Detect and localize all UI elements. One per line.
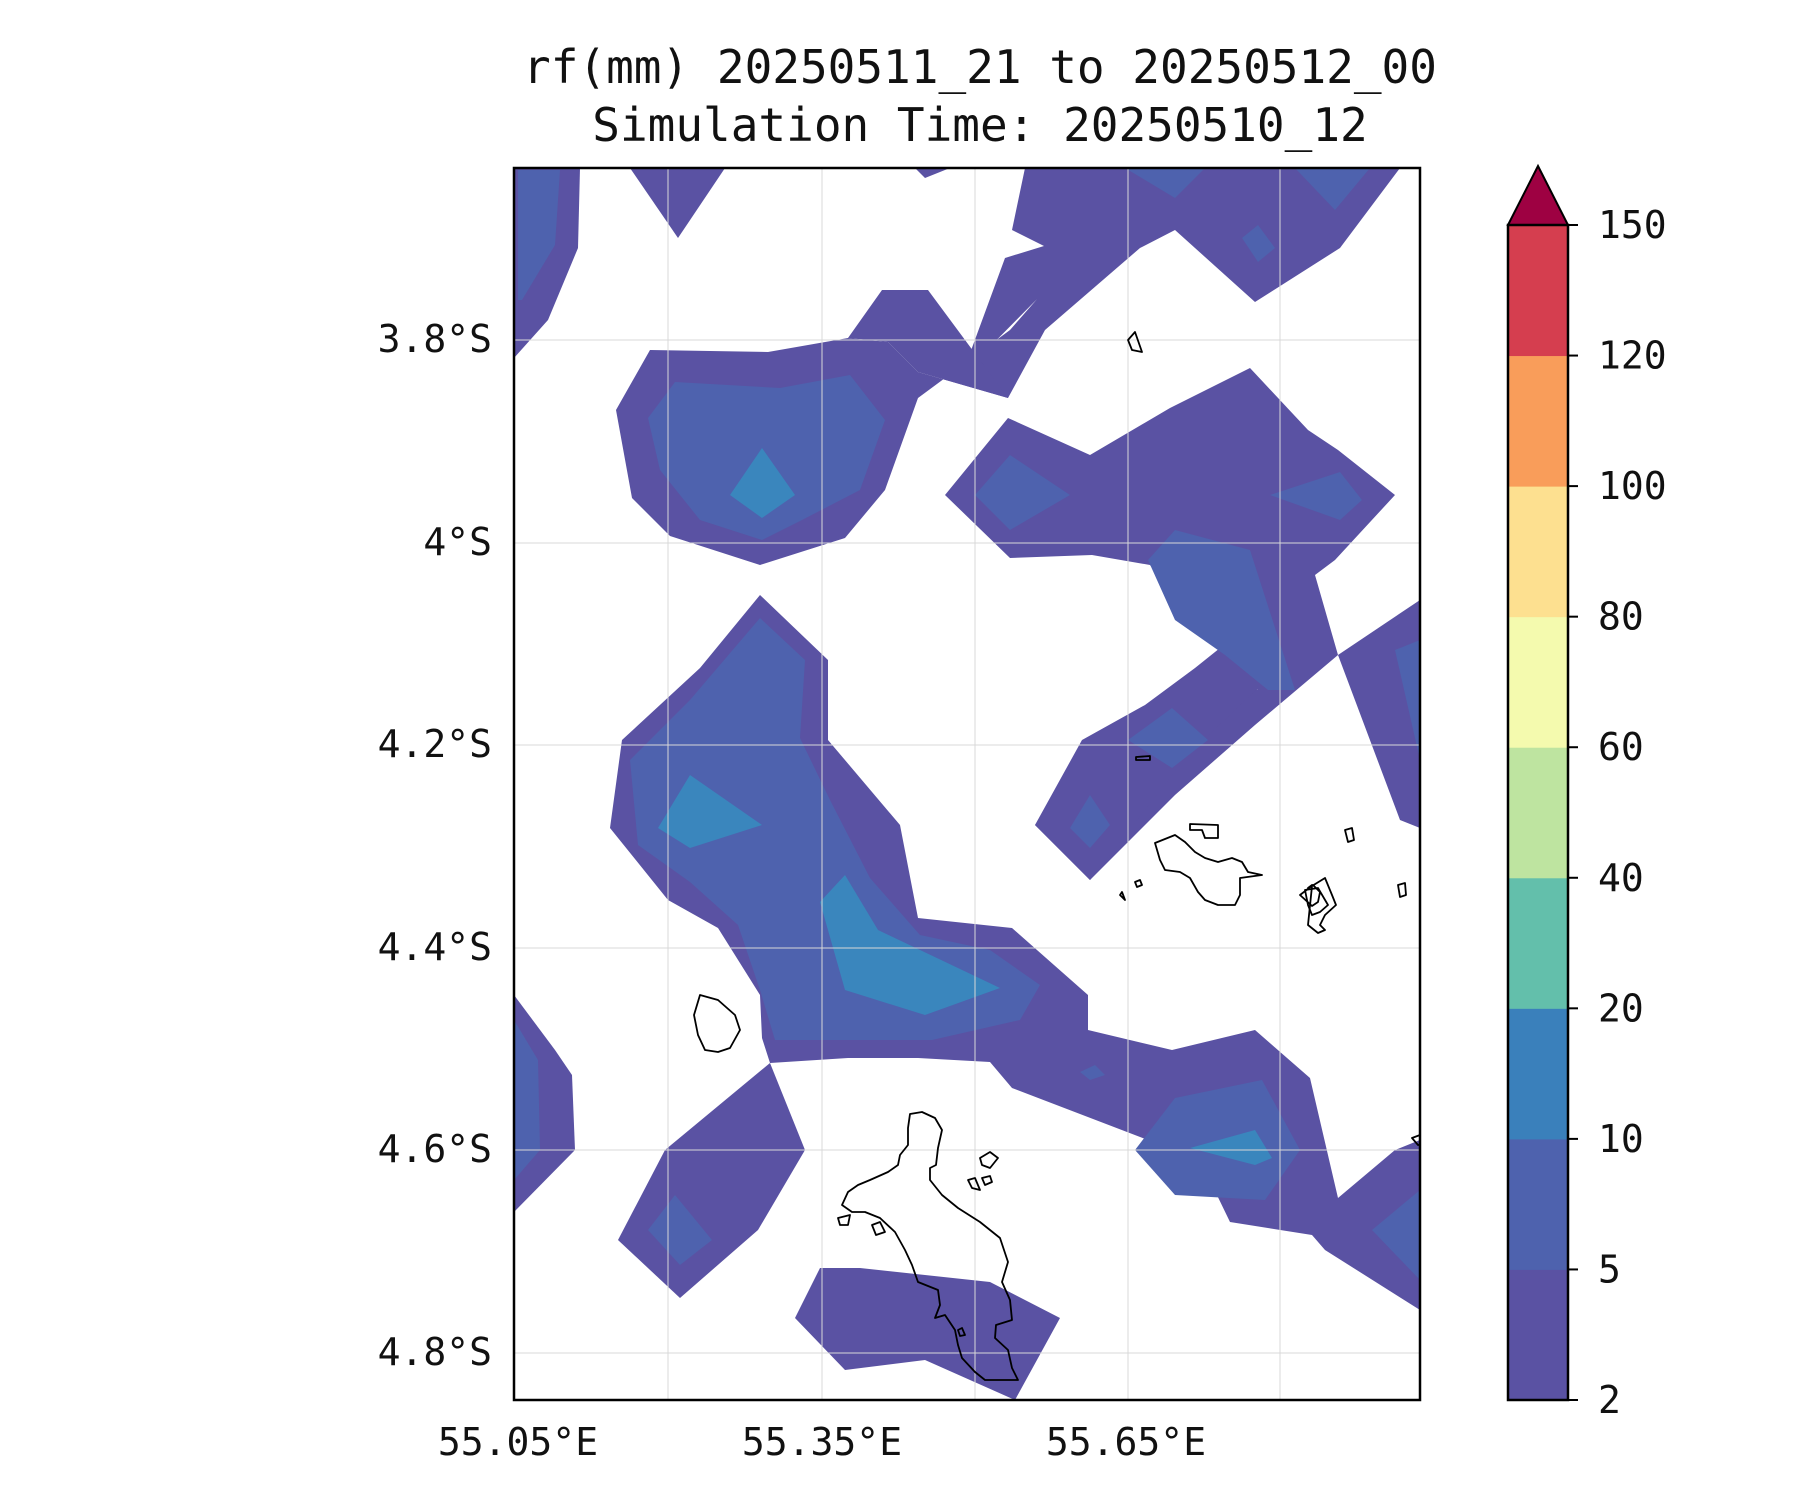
islet-curieuse (1134, 879, 1143, 888)
contour-west-core (658, 775, 762, 848)
colorbar-band (1508, 486, 1568, 618)
rainfall-contours (514, 168, 1420, 1400)
lon-tick-label: 55.05°E (438, 1420, 598, 1464)
contour-level-5-10 (514, 168, 1420, 1280)
colorbar-ticks: 2 5 10 20 40 60 80 100 120 150 (1568, 203, 1667, 1422)
colorbar-tick-label: 20 (1598, 986, 1644, 1030)
island-mahe (841, 1111, 1019, 1381)
contour-top-notch (630, 168, 725, 238)
contour-level-10-20 (658, 448, 1272, 1165)
contour-east-edge-inner (1395, 640, 1420, 760)
map-frame (512, 166, 1422, 1402)
islet-east-tiny (1135, 755, 1151, 761)
title-line-1: rf(mm) 20250511_21 to 20250512_00 (523, 40, 1437, 94)
grid-lines (514, 168, 1420, 1400)
contour-east-small-inner (1128, 708, 1208, 768)
islet-tiny-w (1119, 891, 1126, 901)
contour-ne-spot (1242, 225, 1275, 262)
colorbar-tick-label: 150 (1598, 203, 1667, 247)
island-silhouette (693, 994, 741, 1053)
lat-tick-label: 4.2°S (378, 722, 492, 766)
island-la-digue-south (1307, 877, 1337, 934)
islet-south-mahe (957, 1327, 966, 1337)
lat-tick-label: 4.6°S (378, 1127, 492, 1171)
colorbar-band (1508, 616, 1568, 748)
colorbar-frame (1506, 223, 1570, 1402)
contour-central-inner (630, 618, 1040, 1040)
islet-cerf-2 (981, 1175, 993, 1186)
colorbar-tick-label: 100 (1598, 464, 1667, 508)
contour-sw-inner (648, 1195, 712, 1265)
contour-top-small (915, 168, 950, 178)
contour-nw-inner (518, 170, 560, 300)
contour-west-edge-inner (514, 1020, 540, 1180)
lat-tick-label: 4.4°S (378, 925, 492, 969)
contour-east-far-inner (1372, 1190, 1420, 1280)
islet-conception (871, 1221, 886, 1236)
islet-marianne (1397, 882, 1407, 898)
longitude-tick-labels: 55.05°E 55.35°E 55.65°E (438, 1420, 1206, 1464)
colorbar-tick-label: 5 (1598, 1247, 1621, 1291)
islet-felicite (1344, 827, 1355, 843)
map-title: rf(mm) 20250511_21 to 20250512_00 Simula… (380, 38, 1580, 154)
lon-tick-label: 55.65°E (1046, 1420, 1206, 1464)
contour-east-lower-inner (1070, 795, 1110, 848)
colorbar: 2 5 10 20 40 60 80 100 120 150 (1506, 163, 1667, 1422)
contour-top-right-inner (1125, 168, 1205, 198)
title-line-2: Simulation Time: 20250510_12 (592, 98, 1368, 152)
islet-ste-anne (979, 1151, 999, 1169)
contour-top-far-right-inner (1295, 168, 1370, 210)
contour-mid-tiny-inner (1080, 1065, 1105, 1080)
colorbar-band (1508, 1138, 1568, 1270)
island-la-digue (1304, 887, 1329, 916)
islet-therese (837, 1214, 851, 1226)
coastlines (693, 331, 1420, 1381)
contour-mid-inner (1148, 530, 1295, 690)
island-praslin (1154, 834, 1263, 906)
colorbar-tick-label: 2 (1598, 1378, 1621, 1422)
colorbar-bands (1508, 225, 1568, 1401)
colorbar-band (1508, 747, 1568, 879)
colorbar-extend-arrow (1506, 163, 1570, 226)
contour-se-inner (1135, 1080, 1300, 1200)
colorbar-band (1508, 1269, 1568, 1401)
contour-north-arc (650, 290, 1008, 398)
colorbar-tick-label: 60 (1598, 725, 1644, 769)
colorbar-tick-label: 10 (1598, 1117, 1644, 1161)
contour-north-core (730, 448, 795, 518)
islet-north (1127, 331, 1143, 353)
contour-central-core (820, 875, 1000, 1015)
lat-tick-label: 4°S (423, 520, 492, 564)
colorbar-band (1508, 877, 1568, 1009)
contour-se-core (1190, 1130, 1272, 1165)
contour-south-band (795, 1268, 1060, 1400)
colorbar-band (1508, 225, 1568, 357)
colorbar-tick-label: 40 (1598, 856, 1644, 900)
lat-tick-label: 4.8°S (378, 1330, 492, 1374)
lon-tick-label: 55.35°E (742, 1420, 902, 1464)
lat-tick-label: 3.8°S (378, 317, 492, 361)
islet-cerf-1 (967, 1177, 981, 1191)
colorbar-tick-label: 80 (1598, 595, 1644, 639)
island-la-digue-north (1189, 823, 1219, 839)
colorbar-band (1508, 1008, 1568, 1140)
islet-east-edge (1411, 1134, 1420, 1146)
latitude-tick-labels: 3.8°S 4°S 4.2°S 4.4°S 4.6°S 4.8°S (378, 317, 492, 1374)
colorbar-band (1508, 355, 1568, 487)
colorbar-tick-label: 120 (1598, 334, 1667, 378)
contour-ne-inner-right (1270, 472, 1362, 520)
contour-ne-small-inner (975, 455, 1070, 530)
